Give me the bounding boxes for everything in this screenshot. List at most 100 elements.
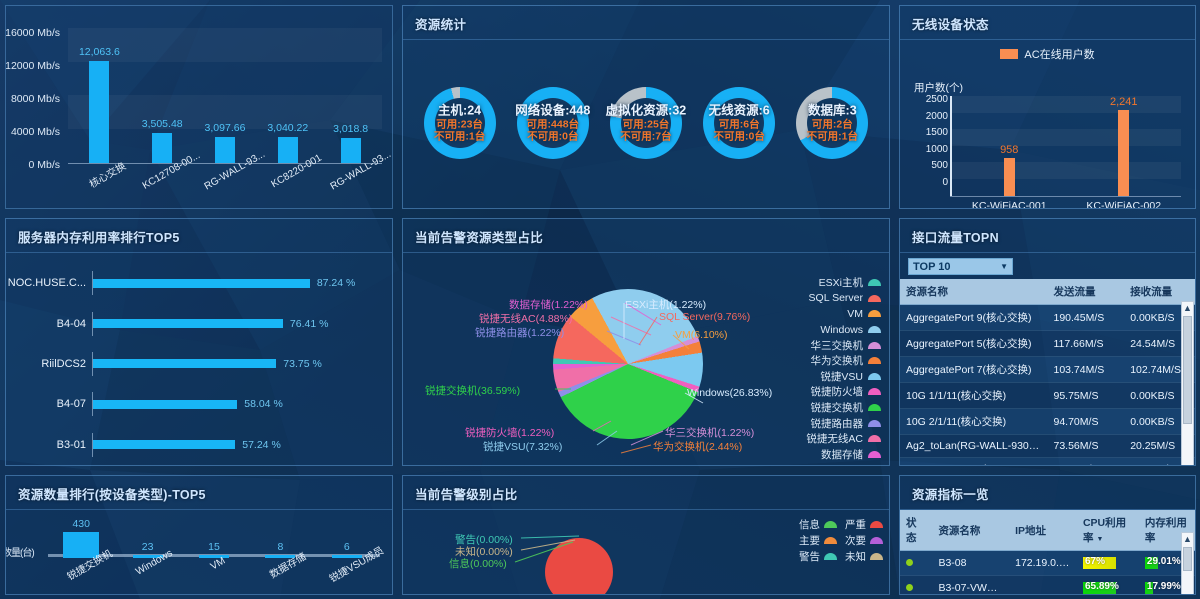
scroll-up-icon[interactable]: ▲ bbox=[1183, 534, 1192, 544]
column-header[interactable]: 状态 bbox=[900, 510, 933, 551]
resource-count-bar[interactable] bbox=[331, 555, 362, 558]
pie-legend-item[interactable]: ESXi主机 bbox=[775, 275, 881, 291]
table-header-row: 资源名称 发送流量 接收流量 bbox=[900, 279, 1195, 305]
sort-indicator-icon[interactable]: ▼ bbox=[1096, 536, 1104, 543]
traffic-bar-item[interactable]: 3,040.22 bbox=[256, 28, 319, 163]
traffic-bar-item[interactable]: 3,097.66 bbox=[194, 28, 257, 163]
wireless-bar-item[interactable]: 2,241 bbox=[1067, 96, 1182, 196]
resource-count-bar[interactable] bbox=[63, 532, 100, 558]
traffic-bar[interactable] bbox=[89, 61, 110, 163]
donut-数据库[interactable]: 数据库:3 可用:2台 不可用:1台 bbox=[796, 87, 869, 159]
memory-bar-row[interactable]: NOC.HUSE.C... 87.24 % bbox=[6, 271, 382, 296]
table-row[interactable]: B3-08 172.19.0.173 67% 29.01% bbox=[900, 550, 1195, 577]
panel-title-wireless-status: 无线设备状态 bbox=[900, 6, 1195, 40]
cell-cpu: 65.89% bbox=[1076, 575, 1139, 594]
donut-虚拟化资源[interactable]: 虚拟化资源:32 可用:25台 不可用:7台 bbox=[606, 87, 686, 159]
resource-count-item[interactable]: 430 bbox=[48, 518, 114, 558]
panel-resource-metrics: 资源指标一览 状态 资源名称 IP地址 CPU利用率 ▼ 内存利用率 B3-08 172.1… bbox=[899, 475, 1196, 595]
resource-count-item[interactable]: 23 bbox=[114, 518, 180, 558]
memory-bar[interactable] bbox=[93, 440, 236, 450]
traffic-bar[interactable] bbox=[214, 136, 235, 163]
column-header[interactable]: 资源名称 bbox=[900, 279, 1048, 305]
metrics-table-scrollbar[interactable]: ▲ ▼ bbox=[1181, 532, 1194, 594]
alarm-leader-lines bbox=[514, 535, 580, 563]
traffic-bar-item[interactable]: 12,063.6 bbox=[68, 28, 131, 163]
cell-name: B3-08 bbox=[932, 550, 1010, 577]
pie-legend-item[interactable]: 数据存储 bbox=[775, 447, 881, 463]
donut-主机[interactable]: 主机:24 可用:23台 不可用:1台 bbox=[423, 87, 496, 159]
table-row[interactable]: 10G 1/1/11(核心交换) 95.75M/S 0.00KB/S bbox=[900, 382, 1195, 409]
wireless-y-tick: 1500 bbox=[925, 127, 948, 138]
resource-count-bar[interactable] bbox=[199, 555, 230, 558]
alarm-legend-item[interactable]: 信息 bbox=[799, 516, 837, 532]
resource-count-item[interactable]: 15 bbox=[181, 518, 247, 558]
traffic-bar[interactable] bbox=[277, 137, 298, 163]
table-row[interactable]: B3-07-VWVM02... 65.89% 17.99% bbox=[900, 575, 1195, 594]
scrollbar-thumb[interactable] bbox=[1183, 316, 1192, 424]
pie-legend-item[interactable]: 锐捷交换机 bbox=[775, 400, 881, 416]
alarm-legend-item[interactable]: 严重 bbox=[845, 516, 883, 532]
traffic-x-label: RG-WALL-93... bbox=[202, 148, 267, 193]
table-row[interactable]: AggregatePort 7(核心交换) 103.74M/S 102.74M/S bbox=[900, 356, 1195, 383]
memory-bar-row[interactable]: RiilDCS2 73.75 % bbox=[6, 351, 382, 376]
topn-select[interactable]: TOP 10 ▼ bbox=[908, 258, 1013, 275]
pie-legend-label: 锐捷防火墙 bbox=[810, 386, 864, 399]
resource-count-bar[interactable] bbox=[265, 555, 296, 558]
column-header[interactable]: CPU利用率 ▼ bbox=[1076, 510, 1139, 551]
pie-legend-label: 华三交换机 bbox=[810, 339, 864, 352]
memory-bar-row[interactable]: B4-07 58.04 % bbox=[6, 392, 382, 417]
memory-bar-row[interactable]: B4-04 76.41 % bbox=[6, 311, 382, 336]
wireless-y-ticks: 2500 2000 1500 1000 500 0 bbox=[908, 95, 948, 195]
resource-count-item[interactable]: 8 bbox=[247, 518, 313, 558]
table-row[interactable]: AggregatePort 9(核心交换) 190.45M/S 0.00KB/S bbox=[900, 304, 1195, 331]
pie-legend-item[interactable]: 锐捷VSU bbox=[775, 369, 881, 385]
pie-legend-item[interactable]: 锐捷防火墙 bbox=[775, 384, 881, 400]
table-row[interactable]: Ag2_toLan(RG-WALL-9300... 73.56M/S 20.25M/… bbox=[900, 434, 1195, 458]
traffic-bar-item[interactable]: 3,018.8 bbox=[319, 28, 382, 163]
memory-bar-row[interactable]: B3-01 57.24 % bbox=[6, 432, 382, 457]
alarm-legend-item[interactable]: 主要 bbox=[799, 532, 837, 548]
table-row[interactable]: AggregatePort 5(核心交换) 117.66M/S 24.54M/S bbox=[900, 330, 1195, 357]
interface-table-scrollbar[interactable]: ▲ ▼ bbox=[1181, 301, 1194, 465]
memory-bar[interactable] bbox=[93, 359, 277, 369]
traffic-bar-value: 3,018.8 bbox=[333, 122, 369, 135]
pie-legend-item[interactable]: SQL Server bbox=[775, 291, 881, 307]
pie-annotation: 锐捷路由器(1.22%) bbox=[475, 327, 565, 339]
resource-count-bar[interactable] bbox=[132, 555, 163, 558]
resource-count-item[interactable]: 6 bbox=[314, 518, 380, 558]
cell-name: B3-07-VWVM02... bbox=[932, 575, 1010, 594]
donut-无线资源[interactable]: 无线资源:6 可用:6台 不可用:0台 bbox=[703, 87, 776, 159]
pie-legend-item[interactable]: VM bbox=[775, 306, 881, 322]
column-header[interactable]: IP地址 bbox=[1009, 510, 1077, 551]
alarm-legend-item[interactable]: 警告 bbox=[799, 548, 837, 564]
table-row[interactable]: AggregatePort 1(KC7708-0...72.75M/S19.65… bbox=[900, 457, 1195, 465]
pie-legend-item[interactable]: 华三交换机 bbox=[775, 337, 881, 353]
cell-status bbox=[900, 550, 933, 577]
pie-legend-item[interactable]: Windows bbox=[775, 322, 881, 338]
wireless-bar[interactable] bbox=[1118, 110, 1130, 196]
traffic-bar[interactable] bbox=[152, 133, 173, 163]
alarm-legend-item[interactable]: 次要 bbox=[845, 532, 883, 548]
table-row[interactable]: 10G 2/1/11(核心交换) 94.70M/S 0.00KB/S bbox=[900, 408, 1195, 435]
scroll-up-icon[interactable]: ▲ bbox=[1183, 303, 1192, 313]
pie-legend-item[interactable]: 锐捷无线AC bbox=[775, 431, 881, 447]
scrollbar-thumb[interactable] bbox=[1183, 547, 1192, 571]
column-header[interactable]: 接收流量 bbox=[1124, 279, 1195, 305]
alarm-legend-swatch bbox=[824, 536, 837, 544]
memory-bar[interactable] bbox=[93, 319, 283, 329]
memory-bar[interactable] bbox=[93, 399, 238, 409]
cell-status bbox=[900, 575, 933, 594]
memory-bar-label: B3-01 bbox=[56, 438, 86, 451]
memory-bar[interactable] bbox=[93, 278, 310, 288]
pie-legend-item[interactable]: 华为交换机 bbox=[775, 353, 881, 369]
wireless-bar[interactable] bbox=[1003, 157, 1015, 196]
pie-legend-item[interactable]: 锐捷路由器 bbox=[775, 415, 881, 431]
donut-网络设备[interactable]: 网络设备:448 可用:448台 不可用:0台 bbox=[515, 87, 590, 159]
column-header[interactable]: 资源名称 bbox=[932, 510, 1010, 551]
traffic-bar-item[interactable]: 3,505.48 bbox=[131, 28, 194, 163]
column-header[interactable]: 发送流量 bbox=[1047, 279, 1125, 305]
wireless-bar-item[interactable]: 958 bbox=[952, 96, 1067, 196]
alarm-legend-item[interactable]: 未知 bbox=[845, 548, 883, 564]
traffic-bar[interactable] bbox=[340, 137, 361, 163]
